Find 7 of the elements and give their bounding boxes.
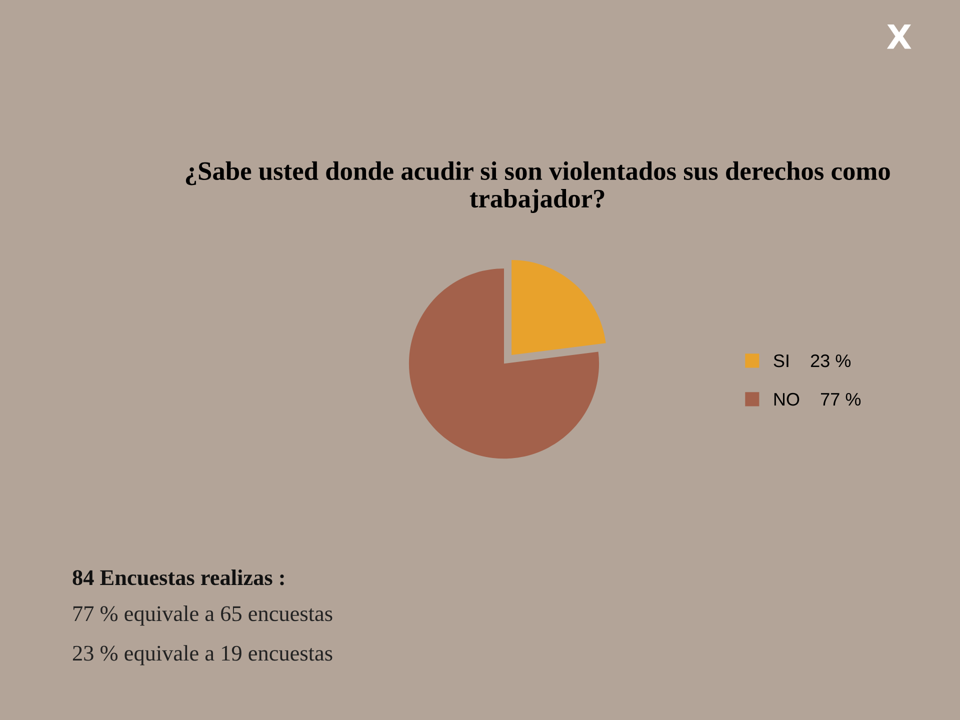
text: X <box>886 24 912 49</box>
text: 23 % equivale a 19 encuestas <box>72 645 332 666</box>
text: 84 Encuestas realizas : <box>72 570 284 586</box>
text: 77 % equivale a 65 encuestas <box>73 606 332 626</box>
chart-title: ¿Sabe usted donde acudir si son violentados sus derechos como trabajador? <box>186 161 890 213</box>
legend-label: SI 23 % <box>774 354 851 368</box>
legend-label: NO 77 % <box>774 392 861 406</box>
